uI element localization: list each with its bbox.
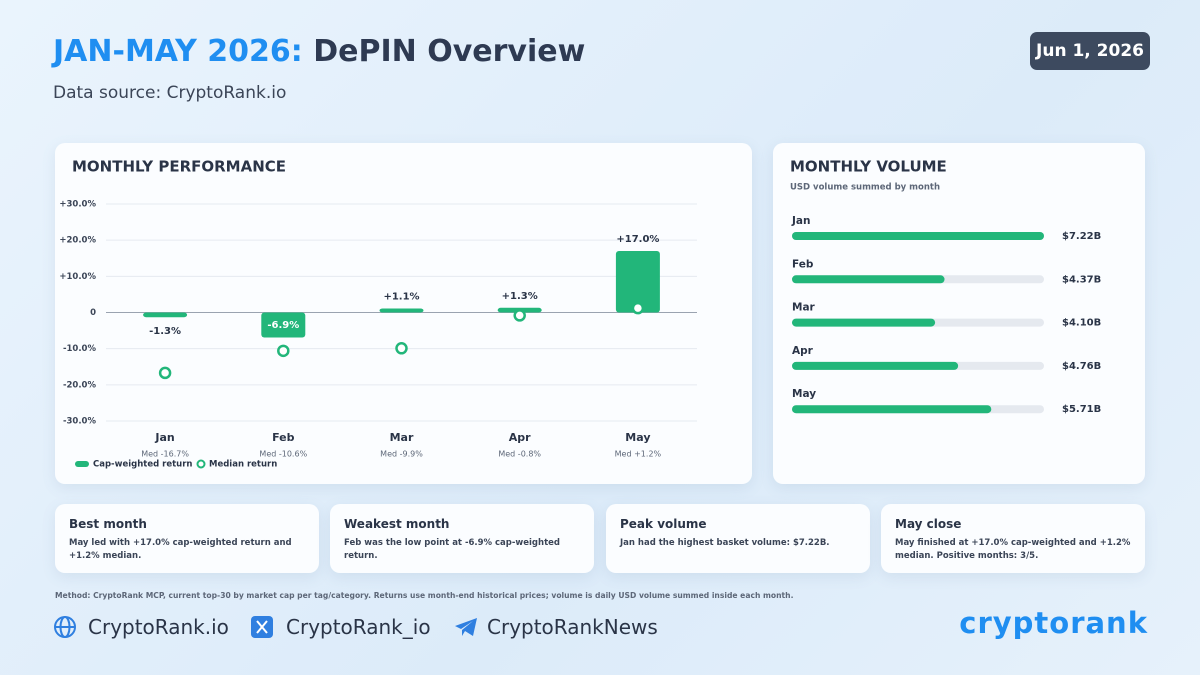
bar <box>792 405 992 414</box>
median-label: Med +1.2% <box>615 450 662 459</box>
median-label: Med -9.9% <box>380 450 423 459</box>
link[interactable]: CryptoRankNews <box>487 615 658 639</box>
data-label: $7.22B <box>1062 231 1101 242</box>
card-title: Peak volume <box>620 517 707 531</box>
link[interactable]: CryptoRank.io <box>88 615 229 639</box>
median-point <box>277 344 290 358</box>
card: May close May finished at +17.0% cap-weig… <box>881 504 1145 573</box>
card: Best month May led with +17.0% cap-weight… <box>55 504 319 573</box>
median-label: Med -10.6% <box>259 450 307 459</box>
page-title: JAN-MAY 2026: DePIN Overview <box>53 34 585 69</box>
legend-label: Median return <box>209 460 277 470</box>
date-badge: Jun 1, 2026 <box>1030 32 1150 70</box>
y-tick-label: -10.0% <box>63 344 96 354</box>
median-label: Med -16.7% <box>141 450 189 459</box>
category-label: Feb <box>792 258 814 270</box>
median-point <box>158 366 172 380</box>
bar <box>379 308 424 313</box>
card: Weakest month Feb was the low point at -6… <box>330 504 594 573</box>
bar <box>261 312 306 338</box>
y-tick-label: -20.0% <box>63 380 96 390</box>
card-title: Weakest month <box>344 517 450 531</box>
bar <box>615 251 660 313</box>
data-label: $4.76B <box>1062 361 1101 372</box>
chart-title: MONTHLY PERFORMANCE <box>72 158 286 176</box>
y-tick-label: +30.0% <box>59 200 96 210</box>
logo: cryptorank <box>959 606 1148 640</box>
median-point <box>513 309 526 322</box>
category-label: Mar <box>792 302 816 314</box>
category-label: Apr <box>792 345 814 357</box>
bar <box>792 232 1044 240</box>
x-tick-label: Feb <box>272 431 295 444</box>
bar <box>792 318 936 327</box>
legend-label: Cap-weighted return <box>93 460 192 470</box>
x-icon <box>251 616 273 638</box>
card-text: Feb was the low point at -6.9% cap-weigh… <box>344 538 560 561</box>
bar <box>143 312 188 318</box>
card-text: Jan had the highest basket volume: $7.22… <box>620 538 830 548</box>
x-tick-label: May <box>625 431 650 444</box>
x-tick-label: Jan <box>154 431 174 444</box>
bar <box>792 275 945 284</box>
data-label: $4.10B <box>1062 318 1101 329</box>
telegram-icon <box>455 618 477 636</box>
globe-icon <box>54 616 76 638</box>
category-label: May <box>792 388 816 400</box>
data-source: Data source: CryptoRank.io <box>53 83 287 103</box>
title-text: DePIN Overview <box>313 34 586 69</box>
y-tick-label: 0 <box>90 308 96 318</box>
x-tick-label: Mar <box>390 431 414 444</box>
legend-swatch <box>196 459 206 469</box>
data-label: $5.71B <box>1062 404 1101 415</box>
x-tick-label: Apr <box>509 431 531 444</box>
chart-subtitle: USD volume summed by month <box>790 183 940 193</box>
data-label: +1.1% <box>383 292 419 303</box>
link[interactable]: CryptoRank_io <box>286 615 431 639</box>
median-label: Med -0.8% <box>498 450 541 459</box>
method-note: Method: CryptoRank MCP, current top-30 b… <box>55 591 794 600</box>
median-point <box>631 301 645 315</box>
data-label: $4.37B <box>1062 274 1101 285</box>
data-label: -6.9% <box>267 320 299 331</box>
title-highlight: JAN-MAY 2026: <box>53 34 303 69</box>
y-tick-label: -30.0% <box>63 417 96 427</box>
card-text: May led with +17.0% cap-weighted return … <box>69 538 292 561</box>
median-point <box>395 342 408 355</box>
data-label: +17.0% <box>616 234 659 245</box>
y-tick-label: +10.0% <box>59 272 96 282</box>
data-label: +1.3% <box>502 291 538 302</box>
card-title: Best month <box>69 517 147 531</box>
data-label: -1.3% <box>149 326 181 337</box>
card-text: May finished at +17.0% cap-weighted and … <box>895 538 1131 561</box>
category-label: Jan <box>791 215 810 227</box>
volume-panel <box>773 143 1145 484</box>
y-tick-label: +20.0% <box>59 236 96 246</box>
bar <box>792 361 959 370</box>
card: Peak volume Jan had the highest basket vo… <box>606 504 870 573</box>
card-title: May close <box>895 517 962 531</box>
chart-title: MONTHLY VOLUME <box>790 158 947 176</box>
legend-swatch <box>75 461 89 467</box>
